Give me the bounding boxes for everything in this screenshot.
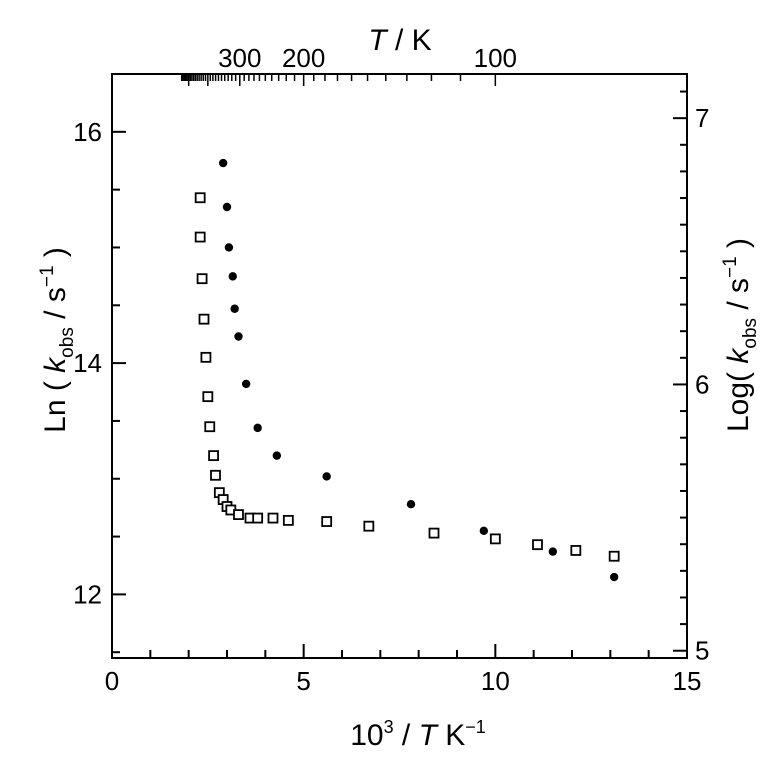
open-square-point (200, 351, 212, 363)
open-square-point (267, 512, 279, 524)
filled-circle-point (224, 243, 234, 252)
x-tick-label: 5 (296, 666, 310, 696)
x-tick-label: 10 (481, 666, 510, 696)
filled-circle-point (548, 547, 558, 556)
open-square-point (252, 512, 264, 524)
top-title-t: T (368, 24, 389, 57)
left-axis-title: Ln ( kobs / s−1 ) (37, 247, 78, 433)
top-tick-label: 300 (218, 43, 261, 73)
right-title-suffix: ) (722, 238, 755, 256)
filled-circle-point (479, 526, 489, 535)
y-left-tick-label: 12 (73, 579, 102, 609)
left-title-k: k (39, 356, 72, 373)
filled-circle-point (222, 202, 232, 212)
open-square-point (321, 516, 333, 527)
open-square-point (532, 539, 543, 551)
x-axis-title: 103 / T K−1 (350, 717, 486, 752)
left-title-unit: / s (39, 287, 72, 327)
open-square-point (198, 313, 210, 325)
left-title-unit-exponent: −1 (37, 265, 58, 287)
x-title-unit-exponent: −1 (465, 717, 486, 737)
y-right-tick-label: 5 (695, 636, 709, 666)
filled-circle-point (230, 304, 239, 313)
y-left-tick-label: 16 (73, 117, 102, 147)
right-title-k: k (722, 347, 755, 364)
open-square-point (363, 520, 375, 532)
filled-circle-point (272, 451, 282, 460)
top-tick-label: 100 (474, 43, 517, 73)
filled-circle-point (322, 472, 331, 481)
top-axis-title: T / K (368, 24, 431, 57)
open-square-point (196, 273, 208, 285)
filled-circle-point (234, 332, 243, 341)
y-right-tick-label: 7 (695, 103, 709, 133)
x-tick-label: 15 (673, 666, 702, 696)
right-title-unit-exponent: −1 (720, 256, 741, 278)
data-points (194, 158, 620, 582)
open-square-point (208, 450, 219, 462)
open-square-point (233, 509, 244, 521)
left-title-subscript: obs (57, 327, 78, 358)
open-square-point (194, 231, 206, 243)
right-title-unit: / s (722, 278, 755, 318)
x-title-exponent: 3 (384, 717, 394, 737)
top-title-unit: / K (387, 24, 432, 57)
open-square-point (608, 550, 620, 562)
tick-marks (111, 73, 688, 658)
filled-circle-point (406, 499, 416, 509)
open-square-point (282, 514, 294, 526)
open-square-point (489, 533, 501, 545)
filled-circle-point (609, 572, 619, 582)
x-title-t: T (419, 719, 440, 752)
filled-circle-point (241, 379, 251, 389)
open-square-point (210, 469, 221, 481)
x-title-unit: K (437, 719, 465, 752)
open-square-point (428, 527, 440, 539)
right-title-subscript: obs (740, 318, 761, 349)
top-temperature-axis: 300 200 100 (180, 43, 517, 86)
y-right-tick-label: 6 (695, 369, 709, 399)
y-left-tick-label: 14 (73, 348, 102, 378)
open-square-point (570, 545, 582, 556)
right-axis-title: Log( kobs / s−1 ) (720, 238, 761, 432)
open-square-point (194, 192, 206, 204)
filled-circle-point (218, 158, 228, 168)
plot-frame (111, 73, 688, 659)
x-title-base: 10 (350, 719, 383, 752)
open-square-point (202, 391, 214, 403)
right-title-prefix: Log( (722, 364, 755, 432)
top-tick-label: 200 (282, 43, 325, 73)
tick-labels: 0 5 10 15 12 14 16 5 6 7 (73, 103, 709, 696)
left-title-suffix: ) (39, 247, 72, 265)
filled-circle-point (228, 272, 237, 281)
left-title-prefix: Ln ( (39, 373, 72, 433)
x-title-slash: / (394, 719, 419, 752)
open-square-point (204, 421, 216, 433)
x-tick-label: 0 (105, 666, 119, 696)
filled-circle-point (253, 423, 262, 433)
